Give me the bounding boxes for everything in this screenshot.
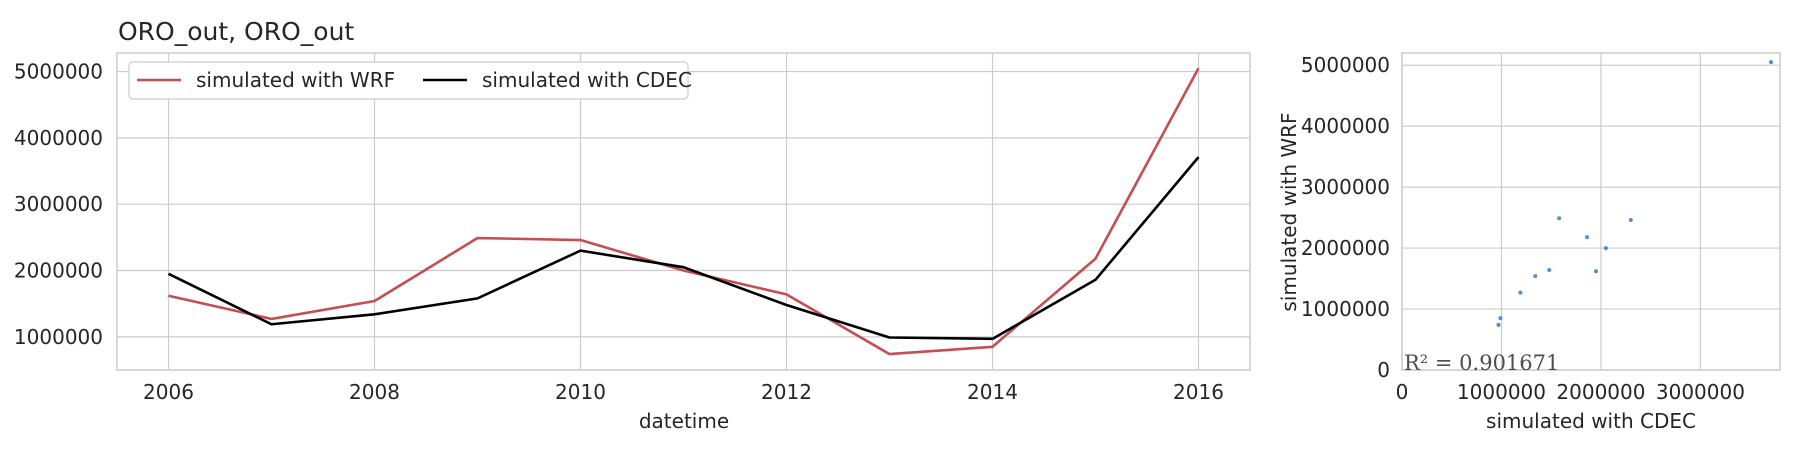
legend-box xyxy=(128,61,689,100)
x-tick-labels: 2006 2008 2010 2012 2014 2016 xyxy=(143,380,1224,404)
scatter-y-axis-label: simulated with WRF xyxy=(1277,112,1301,311)
scatter-x-tick-labels: 0 1000000 2000000 3000000 xyxy=(1396,380,1745,404)
scatter-point xyxy=(1547,268,1552,273)
x-tick-label: 2012 xyxy=(761,380,812,404)
series-line-wrf xyxy=(168,67,1200,356)
scatter-x-tick-label: 0 xyxy=(1396,380,1409,404)
line-chart-frame xyxy=(116,52,1251,371)
y-tick-label: 2000000 xyxy=(14,259,103,283)
x-tick-label: 2006 xyxy=(143,380,194,404)
y-tick-labels: 1000000 2000000 3000000 4000000 5000000 xyxy=(14,60,103,349)
scatter-points xyxy=(1496,60,1774,327)
line-chart-series xyxy=(167,67,1200,356)
x-tick-label: 2014 xyxy=(967,380,1018,404)
scatter-point xyxy=(1518,290,1523,295)
scatter-x-tick-label: 3000000 xyxy=(1656,380,1745,404)
series-line-cdec xyxy=(167,156,1200,341)
scatter-y-tick-label: 0 xyxy=(1377,358,1390,382)
scatter-x-tick-label: 1000000 xyxy=(1457,380,1546,404)
legend-label-cdec: simulated with CDEC xyxy=(482,68,692,92)
y-tick-label: 1000000 xyxy=(14,325,103,349)
scatter-y-tick-label: 2000000 xyxy=(1301,236,1390,260)
scatter-x-tick-label: 2000000 xyxy=(1556,380,1645,404)
scatter-chart: 0 1000000 2000000 3000000 0 1000000 2000000 30… xyxy=(1277,52,1781,433)
scatter-y-tick-label: 3000000 xyxy=(1301,175,1390,199)
scatter-point xyxy=(1498,316,1503,321)
y-tick-label: 5000000 xyxy=(14,60,103,84)
x-tick-label: 2016 xyxy=(1173,380,1224,404)
scatter-chart-grid xyxy=(1401,53,1780,371)
scatter-point xyxy=(1769,60,1774,65)
scatter-y-tick-label: 5000000 xyxy=(1301,53,1390,77)
scatter-chart-frame xyxy=(1401,52,1781,371)
scatter-point xyxy=(1603,246,1608,251)
line-chart: ORO_out, ORO_out 2006 2008 2010 2012 2014 201… xyxy=(14,17,1251,433)
scatter-y-tick-label: 1000000 xyxy=(1301,297,1390,321)
legend: simulated with WRF simulated with CDEC xyxy=(128,61,692,100)
legend-label-wrf: simulated with WRF xyxy=(196,68,395,92)
x-tick-label: 2010 xyxy=(555,380,606,404)
x-axis-label: datetime xyxy=(639,409,729,433)
scatter-point xyxy=(1496,322,1501,327)
scatter-y-tick-label: 4000000 xyxy=(1301,114,1390,138)
scatter-point xyxy=(1533,274,1538,279)
scatter-point xyxy=(1557,216,1562,221)
y-tick-label: 3000000 xyxy=(14,192,103,216)
scatter-point xyxy=(1593,269,1598,274)
scatter-point xyxy=(1585,235,1590,240)
chart-title: ORO_out, ORO_out xyxy=(118,17,354,46)
scatter-point xyxy=(1628,218,1633,223)
scatter-y-tick-labels: 0 1000000 2000000 3000000 4000000 5000000 xyxy=(1301,53,1390,382)
y-tick-label: 4000000 xyxy=(14,126,103,150)
r-squared-annotation: R² = 0.901671 xyxy=(1404,351,1559,375)
scatter-x-axis-label: simulated with CDEC xyxy=(1486,409,1696,433)
x-tick-label: 2008 xyxy=(349,380,400,404)
